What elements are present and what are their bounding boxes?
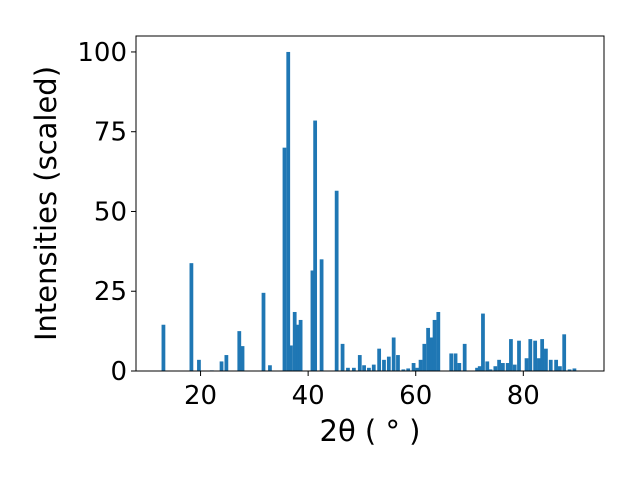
bar (310, 270, 315, 371)
x-axis-label: 2θ ( ° ) (320, 414, 421, 448)
x-tick-label: 20 (184, 381, 217, 411)
bar (219, 361, 224, 371)
bar (401, 369, 406, 371)
bar (453, 353, 458, 371)
bar (289, 345, 293, 371)
y-tick-label: 25 (94, 277, 127, 307)
bar (237, 331, 242, 371)
bar (548, 359, 553, 371)
x-ticks-group: 20 40 60 80 (184, 371, 540, 411)
bar (567, 369, 572, 371)
bar (512, 364, 517, 371)
bar (462, 343, 467, 371)
bar (268, 365, 272, 371)
bar (554, 359, 559, 371)
bar (224, 355, 229, 371)
bar (558, 366, 562, 371)
bar (429, 337, 434, 371)
bar (298, 319, 303, 371)
bar (391, 337, 396, 371)
bar (540, 339, 545, 371)
bar (197, 359, 201, 371)
bar (362, 365, 366, 371)
bar (377, 348, 382, 371)
bar (411, 363, 416, 371)
bar (382, 359, 386, 371)
bar (189, 263, 194, 371)
bar (572, 368, 577, 371)
bar (485, 361, 490, 371)
bar (406, 368, 411, 371)
bar (562, 334, 567, 371)
bar (386, 356, 391, 371)
bar (517, 340, 521, 371)
bar (357, 355, 362, 371)
bar (544, 348, 548, 371)
bar (449, 353, 454, 371)
bar (371, 364, 376, 371)
bar (488, 369, 493, 371)
y-tick-label: 75 (94, 118, 127, 148)
bar (436, 311, 441, 371)
bar (367, 367, 371, 371)
bar (533, 340, 538, 371)
bar (240, 346, 245, 371)
bar (505, 363, 510, 371)
x-tick-label: 40 (292, 381, 325, 411)
bar (313, 120, 318, 371)
bars-group (161, 51, 577, 371)
y-tick-label: 50 (94, 197, 127, 227)
bar (493, 366, 498, 371)
bar (422, 343, 427, 371)
bar (432, 319, 437, 371)
y-ticks-group: 0 25 50 75 100 (77, 38, 136, 387)
bar (319, 259, 324, 371)
bar (477, 366, 482, 371)
bar (296, 324, 300, 371)
bar (537, 358, 541, 371)
bar (161, 324, 166, 371)
bar (426, 327, 430, 371)
x-tick-label: 60 (399, 381, 432, 411)
bar (415, 367, 420, 371)
bar (396, 355, 400, 371)
bar (292, 311, 297, 371)
x-tick-label: 80 (507, 381, 540, 411)
bar (457, 363, 462, 371)
bar (261, 292, 266, 371)
bar (500, 363, 505, 371)
bar (334, 190, 339, 371)
y-tick-label: 100 (77, 38, 127, 68)
bar (282, 147, 287, 371)
bar (351, 367, 356, 371)
y-tick-label: 0 (110, 357, 127, 387)
bar (528, 339, 533, 371)
plot-frame (135, 35, 605, 372)
y-axis-label: Intensities (scaled) (29, 66, 63, 341)
bar (340, 343, 345, 371)
bar (346, 367, 350, 371)
bar (475, 367, 479, 371)
bar (524, 358, 529, 371)
bar (509, 339, 513, 371)
bar (418, 359, 423, 371)
bar (481, 313, 485, 371)
bar (286, 51, 291, 371)
bar (497, 359, 501, 371)
